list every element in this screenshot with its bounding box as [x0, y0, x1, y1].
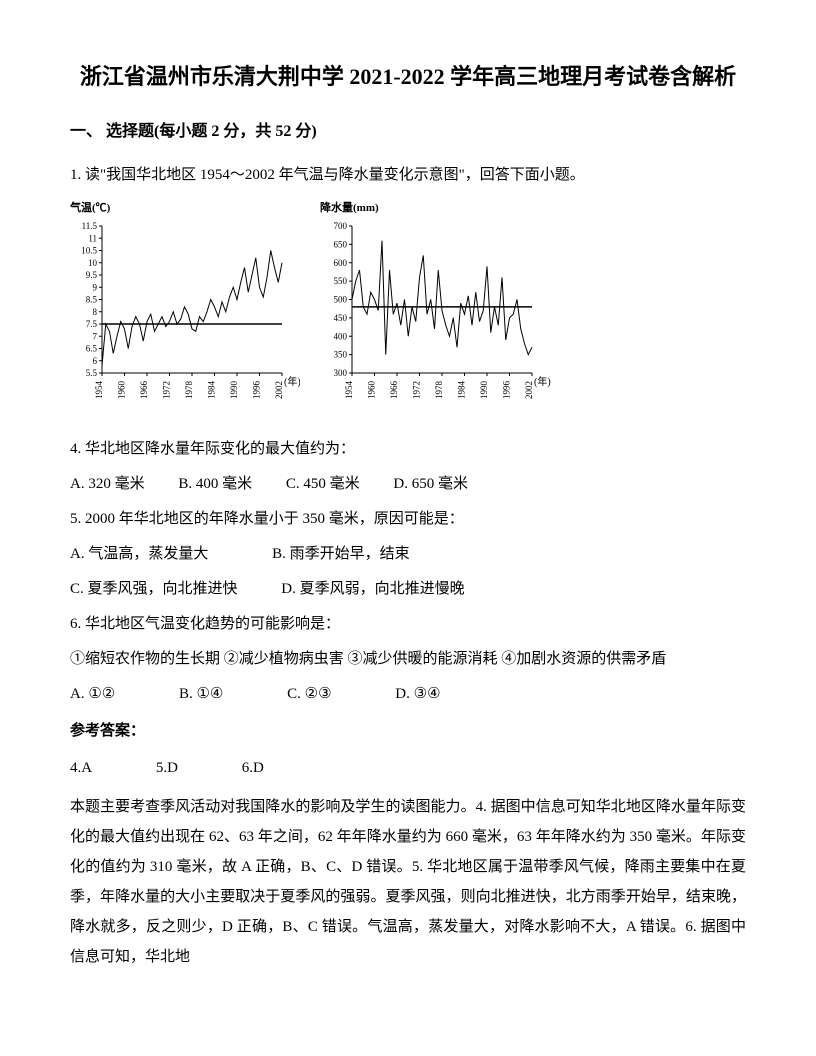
svg-text:7.5: 7.5	[86, 319, 98, 329]
svg-text:1978: 1978	[184, 380, 194, 399]
svg-text:1984: 1984	[207, 380, 217, 399]
svg-text:2002: 2002	[274, 381, 284, 399]
svg-text:6.5: 6.5	[86, 343, 98, 353]
explanation-text: 本题主要考查季风活动对我国降水的影响及学生的读图能力。4. 据图中信息可知华北地…	[70, 792, 746, 972]
svg-text:9: 9	[93, 282, 98, 292]
svg-text:1978: 1978	[434, 380, 444, 399]
svg-text:350: 350	[334, 349, 348, 359]
svg-text:1954: 1954	[344, 380, 354, 399]
charts-container: 气温(℃) 5.5 6 6.5 7 7.5 8 8.5 9 9.5 10 10.5 11 11.5 195…	[70, 199, 746, 421]
svg-text:(年): (年)	[534, 375, 551, 388]
svg-text:1996: 1996	[252, 380, 262, 399]
svg-text:1966: 1966	[139, 380, 149, 399]
svg-text:10.5: 10.5	[81, 245, 97, 255]
svg-text:11.5: 11.5	[82, 221, 98, 231]
chart1-svg: 5.5 6 6.5 7 7.5 8 8.5 9 9.5 10 10.5 11 11.5 1954 1960 1…	[70, 221, 300, 411]
q6-options: A. ①② B. ①④ C. ②③ D. ③④	[70, 681, 746, 708]
q5-option-b: B. 雨季开始早，结束	[272, 541, 410, 568]
chart2-svg: 300 350 400 450 500 550 600 650 700 1954 1960 1966 1…	[320, 221, 570, 411]
svg-text:500: 500	[334, 294, 348, 304]
svg-text:1984: 1984	[457, 380, 467, 399]
precipitation-chart: 降水量(mm) 300 350 400 450 500 550 600 650 700 1954 1…	[320, 199, 570, 421]
svg-text:550: 550	[334, 276, 348, 286]
q6-option-c: C. ②③	[287, 681, 331, 708]
svg-text:1966: 1966	[389, 380, 399, 399]
svg-text:450: 450	[334, 312, 348, 322]
answer-4: 4.A	[70, 755, 92, 782]
q6-text: 6. 华北地区气温变化趋势的可能影响是：	[70, 611, 746, 638]
svg-text:1972: 1972	[412, 381, 422, 399]
svg-text:400: 400	[334, 331, 348, 341]
svg-text:10: 10	[88, 257, 98, 267]
q5-option-a: A. 气温高，蒸发量大	[70, 541, 208, 568]
svg-text:1996: 1996	[502, 380, 512, 399]
svg-text:6: 6	[93, 355, 98, 365]
svg-text:7: 7	[93, 331, 98, 341]
svg-text:600: 600	[334, 257, 348, 267]
q5-options-row2: C. 夏季风强，向北推进快 D. 夏季风弱，向北推进慢晚	[70, 576, 746, 603]
section-header: 一、 选择题(每小题 2 分，共 52 分)	[70, 118, 746, 147]
question-intro: 1. 读"我国华北地区 1954～2002 年气温与降水量变化示意图"，回答下面…	[70, 162, 746, 189]
temperature-chart: 气温(℃) 5.5 6 6.5 7 7.5 8 8.5 9 9.5 10 10.5 11 11.5 195…	[70, 199, 300, 421]
q4-option-a: A. 320 毫米	[70, 471, 145, 498]
svg-text:1960: 1960	[117, 380, 127, 399]
answers-line: 4.A 5.D 6.D	[70, 755, 746, 782]
q4-options: A. 320 毫米 B. 400 毫米 C. 450 毫米 D. 650 毫米	[70, 471, 746, 498]
chart2-title: 降水量(mm)	[320, 199, 570, 219]
svg-text:1972: 1972	[162, 381, 172, 399]
q6-option-d: D. ③④	[395, 681, 440, 708]
q6-option-b: B. ①④	[179, 681, 223, 708]
answer-header: 参考答案：	[70, 718, 746, 745]
answer-6: 6.D	[242, 755, 264, 782]
q6-sub-text: ①缩短农作物的生长期 ②减少植物病虫害 ③减少供暖的能源消耗 ④加剧水资源的供需…	[70, 646, 746, 673]
q4-option-b: B. 400 毫米	[178, 471, 252, 498]
q4-text: 4. 华北地区降水量年际变化的最大值约为：	[70, 436, 746, 463]
svg-text:9.5: 9.5	[86, 270, 98, 280]
svg-text:5.5: 5.5	[86, 368, 98, 378]
q6-option-a: A. ①②	[70, 681, 115, 708]
svg-text:1990: 1990	[229, 380, 239, 399]
svg-text:11: 11	[88, 233, 97, 243]
svg-text:650: 650	[334, 239, 348, 249]
svg-text:1960: 1960	[367, 380, 377, 399]
page-title: 浙江省温州市乐清大荆中学 2021-2022 学年高三地理月考试卷含解析	[70, 60, 746, 93]
q5-option-c: C. 夏季风强，向北推进快	[70, 576, 238, 603]
q5-options-row1: A. 气温高，蒸发量大 B. 雨季开始早，结束	[70, 541, 746, 568]
svg-text:2002: 2002	[524, 381, 534, 399]
svg-text:8: 8	[93, 306, 98, 316]
svg-text:8.5: 8.5	[86, 294, 98, 304]
q4-option-d: D. 650 毫米	[393, 471, 468, 498]
svg-text:1954: 1954	[94, 380, 104, 399]
answer-5: 5.D	[156, 755, 178, 782]
svg-text:700: 700	[334, 221, 348, 231]
svg-text:(年): (年)	[284, 375, 300, 388]
svg-text:1990: 1990	[479, 380, 489, 399]
chart1-title: 气温(℃)	[70, 199, 300, 219]
q5-option-d: D. 夏季风弱，向北推进慢晚	[281, 576, 464, 603]
q4-option-c: C. 450 毫米	[286, 471, 360, 498]
svg-text:300: 300	[334, 368, 348, 378]
q5-text: 5. 2000 年华北地区的年降水量小于 350 毫米，原因可能是：	[70, 506, 746, 533]
